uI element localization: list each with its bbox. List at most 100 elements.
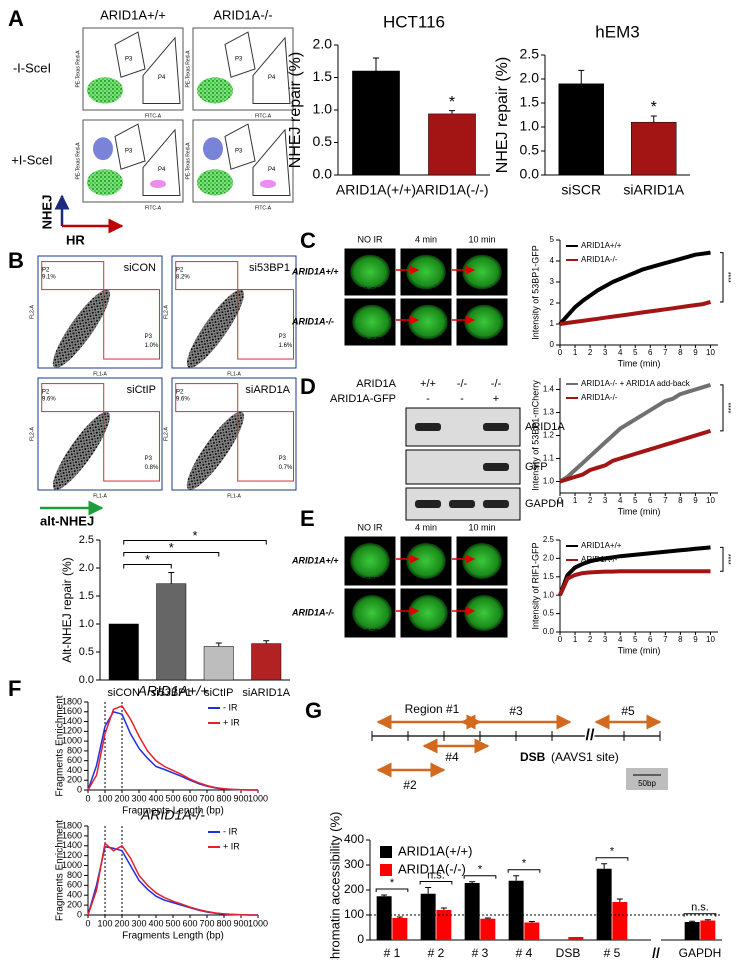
x-tick-label: 4	[618, 496, 623, 505]
chart-title: HCT116	[383, 12, 445, 31]
x-tick-label: 5	[633, 496, 638, 505]
x-tick-label: 10	[706, 635, 715, 644]
gate	[237, 411, 295, 482]
x-tick-label: 3	[603, 635, 608, 644]
axis-label: PE-Texas Red-A	[75, 142, 81, 180]
gate-label: 8.2%	[176, 275, 190, 281]
column-label: 10 min	[468, 522, 495, 532]
gate-label: P4	[268, 75, 276, 81]
x-tick-label: 0	[558, 348, 563, 357]
error-bar	[469, 881, 476, 883]
x-tick-label: 3	[603, 496, 608, 505]
sig-bracket	[123, 551, 220, 557]
axis-label: FL2-A	[163, 305, 169, 319]
y-tick-label: 1.0	[543, 590, 555, 599]
row-label: ARID1A	[356, 378, 396, 390]
x-tick-label: 900	[233, 918, 248, 928]
y-axis-label: Intensity of RIF1-GFP	[530, 542, 540, 629]
nucleus	[408, 304, 448, 340]
region-label: #5	[621, 704, 635, 718]
gate-label: P2	[176, 268, 184, 274]
y-tick-label: 0.0	[520, 166, 540, 182]
y-tick-label: 0.0	[543, 627, 555, 636]
error-bar	[704, 919, 711, 921]
legend-label: - IR	[223, 826, 238, 836]
x-tick-label: # 3	[472, 946, 489, 960]
gate	[103, 289, 161, 360]
y-tick-label: 1.4	[543, 385, 555, 394]
band	[415, 423, 441, 431]
y-tick-label: 800	[67, 745, 82, 755]
sig-label: *	[169, 540, 174, 555]
y-axis-label: NHEJ repair (%)	[287, 52, 304, 168]
band-label: GFP	[525, 461, 548, 473]
sig-label: *	[145, 552, 150, 567]
gate-label: P2	[42, 390, 50, 396]
y-tick-label: 0.0	[313, 166, 333, 182]
gate-label: 0.7%	[279, 465, 293, 471]
lane-label: -	[460, 393, 464, 405]
axis-label: PE-Texas Red-A	[185, 142, 191, 180]
series-line	[558, 569, 711, 597]
x-tick-label: 900	[233, 793, 248, 803]
cell-cluster	[52, 289, 110, 368]
x-tick-label: 800	[216, 918, 231, 928]
gate-label: 9.1%	[42, 275, 56, 281]
error-bar	[215, 642, 222, 647]
x-tick-label: GAPDH	[679, 946, 722, 960]
bar	[631, 121, 677, 176]
x-axis-label: Time (min)	[618, 358, 661, 368]
legend-label: ARID1A-/-	[581, 255, 618, 264]
bar	[108, 623, 139, 681]
panel-letter: G	[305, 698, 322, 723]
bar	[612, 902, 628, 940]
x-tick-label: 8	[678, 635, 683, 644]
legend-label: ARID1A(+/+)	[398, 843, 472, 858]
series-line	[558, 382, 712, 484]
gate	[41, 383, 105, 413]
cell-cluster	[186, 411, 244, 490]
x-tick-label: 600	[182, 793, 197, 803]
y-tick-label: 2	[550, 298, 555, 307]
sig-label: *	[522, 858, 527, 870]
axis-label: FL1-A	[227, 371, 241, 377]
y-tick-label: 0.5	[520, 142, 540, 158]
x-tick-label: 1	[573, 348, 578, 357]
x-tick-label: 9	[693, 635, 698, 644]
scale-bar	[626, 768, 668, 790]
row-label: ARID1A+/+	[291, 266, 339, 276]
x-tick-label: 0	[558, 635, 563, 644]
lane-label: +	[493, 393, 499, 405]
arrow-label: alt-NHEJ	[40, 513, 94, 528]
x-tick-label: 1000	[248, 793, 268, 803]
cell-cluster	[197, 169, 233, 196]
y-tick-label: 5	[550, 235, 555, 244]
x-tick-label: si53BP1	[151, 687, 192, 699]
y-tick-label: 1600	[62, 706, 82, 716]
stain-label: 53BP1-GFP	[347, 287, 385, 294]
bar	[524, 922, 540, 940]
y-tick-label: 2.0	[79, 562, 94, 574]
panel-letter: F	[8, 676, 21, 701]
column-label: ARID1A-/-	[213, 7, 272, 22]
axis-label: FL2-A	[163, 427, 169, 441]
legend-label: ARID1A-/-	[581, 393, 618, 402]
sig-bracket	[463, 875, 497, 879]
x-tick-label: 100	[97, 918, 112, 928]
bar	[464, 883, 480, 940]
error-bar	[484, 917, 491, 919]
x-tick-label: ARID1A(-/-)	[415, 182, 488, 198]
y-tick-label: 1400	[62, 716, 82, 726]
y-tick-label: 1.5	[520, 94, 540, 110]
gate	[114, 31, 146, 78]
error-bar	[650, 115, 657, 123]
y-tick-label: 1.0	[543, 477, 555, 486]
y-tick-label: 1800	[62, 820, 82, 830]
cell-cluster	[150, 179, 166, 189]
y-tick-label: 1800	[62, 696, 82, 706]
region-label: Region #1	[405, 702, 460, 716]
y-tick-label: 3	[550, 277, 555, 286]
y-tick-label: 200	[67, 775, 82, 785]
y-tick-label: 100	[344, 907, 364, 921]
y-tick-label: 0	[77, 909, 82, 919]
